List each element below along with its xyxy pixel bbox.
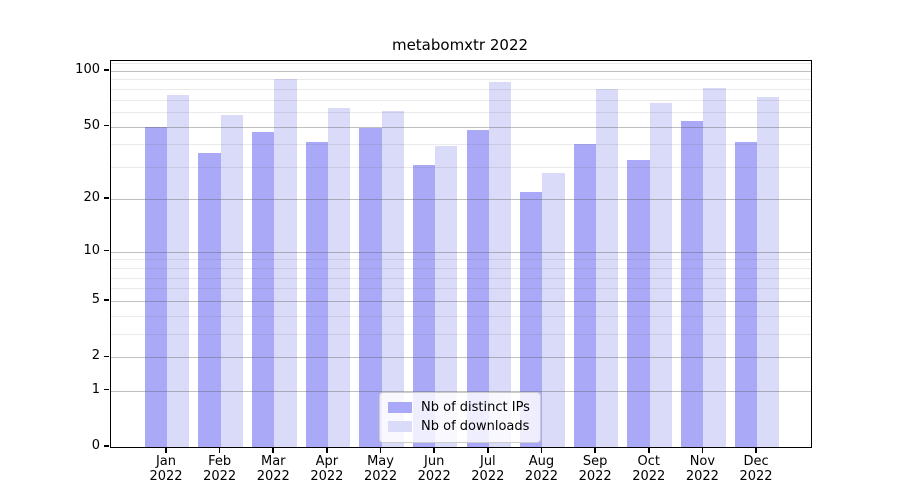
- x-tick-mark-mar-2022: [272, 447, 275, 453]
- legend-swatch-distinct-ips-icon: [388, 402, 412, 413]
- x-tick-label-sep-2022: Sep 2022: [578, 454, 612, 484]
- bar-nb-of-downloads-may-2022: [381, 110, 404, 447]
- y-tick-label-1: 1: [91, 381, 100, 397]
- bar-nb-of-distinct-ips-nov-2022: [681, 120, 704, 447]
- bar-nb-of-distinct-ips-apr-2022: [305, 142, 328, 447]
- bar-nb-of-downloads-mar-2022: [274, 79, 297, 447]
- bar-nb-of-distinct-ips-jul-2022: [466, 129, 489, 447]
- y-tick-label-0: 0: [91, 438, 100, 453]
- x-tick-label-aug-2022: Aug 2022: [524, 454, 559, 484]
- y-tick-label-2: 2: [91, 348, 100, 364]
- bar-nb-of-distinct-ips-feb-2022: [198, 152, 221, 447]
- legend-swatch-downloads-icon: [388, 421, 412, 432]
- bar-nb-of-downloads-dec-2022: [757, 97, 780, 447]
- bar-nb-of-downloads-jul-2022: [488, 82, 512, 447]
- bar-nb-of-distinct-ips-oct-2022: [627, 159, 650, 447]
- y-tick-mark-5: [104, 299, 110, 301]
- bars-layer: [111, 61, 811, 447]
- x-tick-label-nov-2022: Nov 2022: [685, 454, 719, 484]
- y-tick-label-20: 20: [83, 189, 100, 205]
- bar-nb-of-downloads-apr-2022: [327, 108, 351, 447]
- y-tick-mark-2: [104, 355, 110, 358]
- y-tick-label-50: 50: [83, 117, 100, 133]
- x-tick-mark-may-2022: [379, 447, 382, 453]
- y-tick-label-100: 100: [75, 62, 100, 77]
- bar-nb-of-downloads-sep-2022: [596, 88, 619, 447]
- x-tick-mark-jan-2022: [165, 447, 167, 453]
- legend-row-downloads: Nb of downloads: [388, 417, 530, 436]
- bar-nb-of-downloads-nov-2022: [703, 87, 726, 447]
- x-tick-mark-jul-2022: [487, 447, 489, 453]
- legend: Nb of distinct IPs Nb of downloads: [379, 392, 541, 443]
- bar-nb-of-distinct-ips-mar-2022: [251, 131, 275, 447]
- legend-label-downloads: Nb of downloads: [421, 419, 530, 434]
- x-tick-mark-dec-2022: [755, 447, 757, 453]
- bar-nb-of-downloads-jun-2022: [435, 146, 458, 447]
- plot-area: Nb of distinct IPs Nb of downloads: [110, 60, 812, 448]
- x-tick-mark-nov-2022: [701, 447, 704, 453]
- x-tick-mark-aug-2022: [540, 447, 543, 453]
- y-tick-mark-0: [104, 445, 110, 447]
- chart-title: metabomxtr 2022: [391, 36, 529, 54]
- x-tick-label-oct-2022: Oct 2022: [632, 454, 666, 484]
- y-tick-label-10: 10: [83, 242, 100, 258]
- x-tick-mark-apr-2022: [326, 447, 328, 453]
- bar-nb-of-downloads-aug-2022: [542, 172, 565, 447]
- x-tick-mark-jun-2022: [433, 447, 435, 453]
- bar-nb-of-distinct-ips-jun-2022: [412, 164, 436, 447]
- x-tick-label-apr-2022: Apr 2022: [310, 454, 344, 484]
- x-tick-label-jun-2022: Jun 2022: [417, 454, 451, 484]
- x-tick-label-mar-2022: Mar 2022: [256, 454, 290, 484]
- y-tick-mark-10: [104, 249, 110, 252]
- y-tick-label-5: 5: [91, 292, 100, 308]
- bar-nb-of-downloads-feb-2022: [220, 114, 243, 447]
- y-tick-mark-100: [104, 69, 110, 71]
- x-tick-mark-sep-2022: [594, 447, 596, 453]
- legend-row-distinct-ips: Nb of distinct IPs: [388, 398, 530, 417]
- x-tick-label-dec-2022: Dec 2022: [739, 454, 773, 484]
- bar-nb-of-distinct-ips-may-2022: [359, 128, 382, 447]
- bar-nb-of-downloads-jan-2022: [167, 95, 190, 447]
- bar-nb-of-distinct-ips-jan-2022: [144, 126, 167, 447]
- x-tick-label-jul-2022: Jul 2022: [471, 454, 505, 484]
- bar-nb-of-distinct-ips-dec-2022: [734, 142, 758, 447]
- x-tick-label-may-2022: May 2022: [364, 454, 398, 484]
- bar-nb-of-downloads-oct-2022: [649, 103, 673, 447]
- legend-label-distinct-ips: Nb of distinct IPs: [421, 400, 530, 415]
- bar-nb-of-distinct-ips-aug-2022: [520, 191, 543, 447]
- x-tick-mark-feb-2022: [218, 447, 221, 453]
- x-tick-mark-oct-2022: [647, 447, 650, 453]
- x-tick-label-jan-2022: Jan 2022: [149, 454, 183, 484]
- y-tick-mark-50: [104, 124, 110, 127]
- x-tick-label-feb-2022: Feb 2022: [203, 454, 237, 484]
- bar-nb-of-distinct-ips-sep-2022: [573, 144, 597, 447]
- y-tick-mark-1: [104, 388, 110, 391]
- y-tick-mark-20: [104, 197, 110, 199]
